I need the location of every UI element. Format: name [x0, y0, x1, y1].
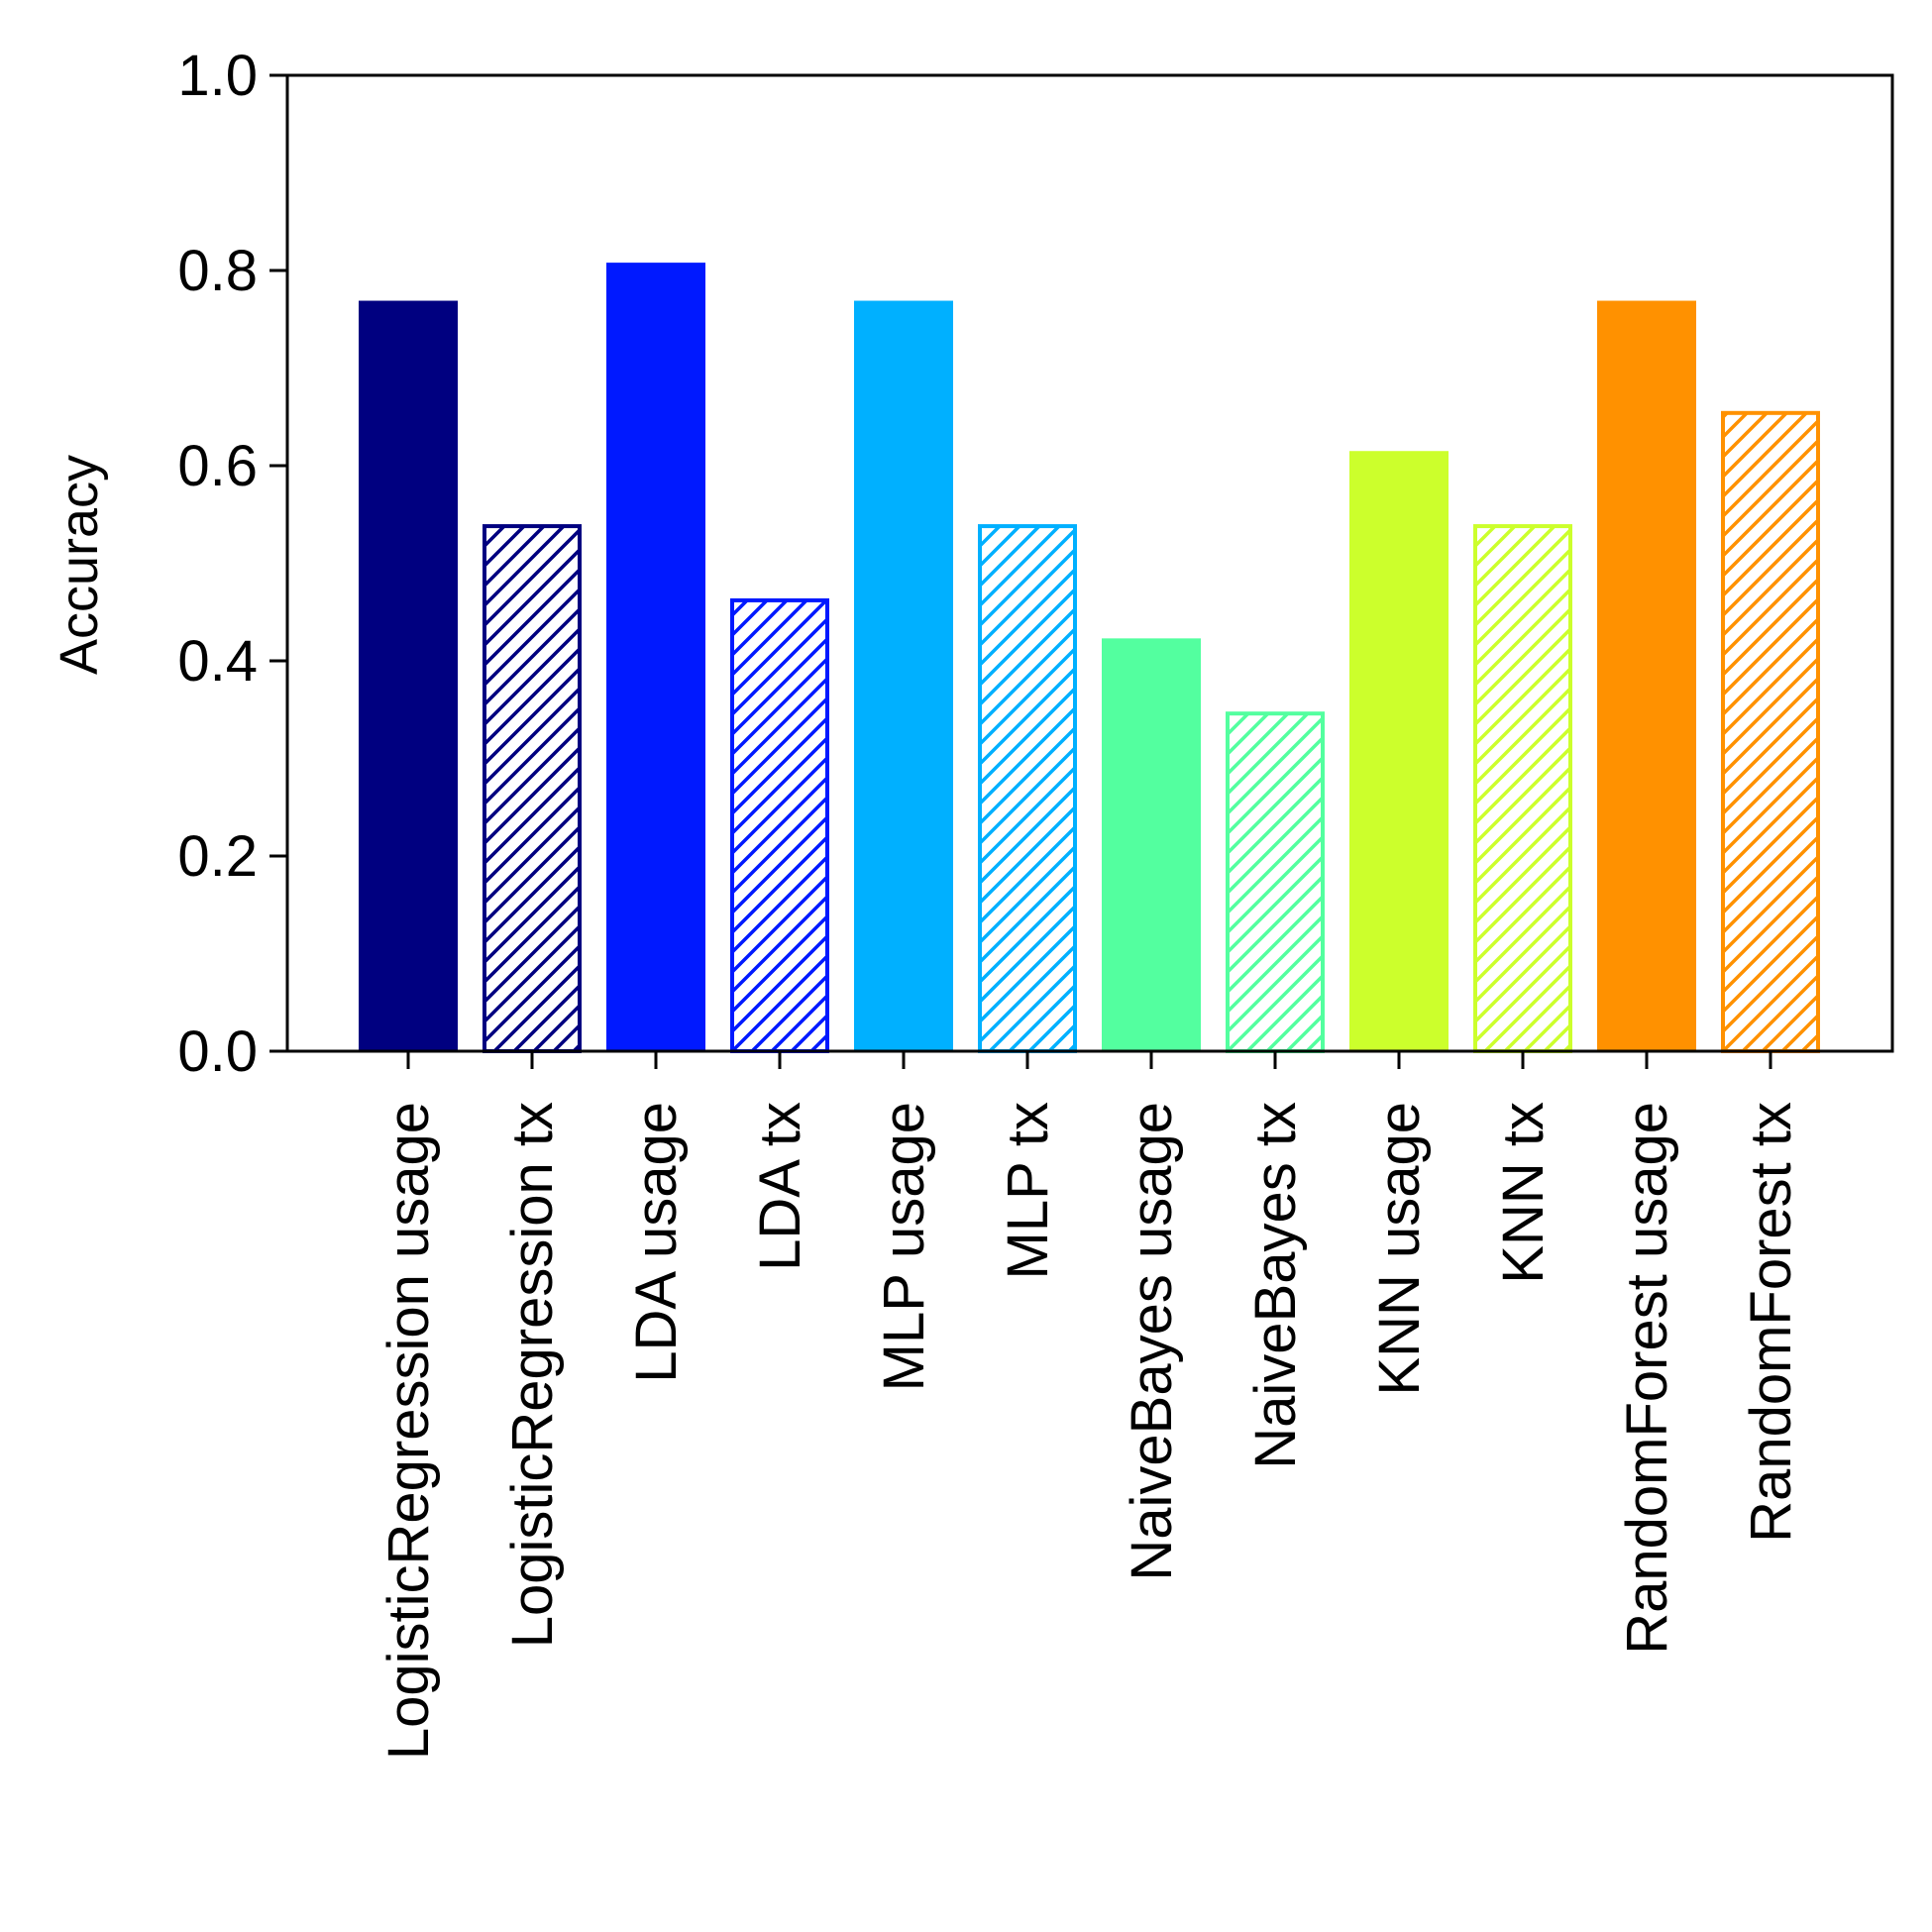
bar-randomforest-usage: [1597, 300, 1696, 1051]
bar-randomforest-tx: [1721, 410, 1820, 1053]
y-tick-label: 0.0: [177, 1020, 258, 1084]
bar-naivebayes-tx: [1226, 711, 1325, 1053]
bar-mlp-usage: [854, 300, 953, 1051]
bar-logisticregression-tx: [483, 524, 582, 1053]
bar-knn-usage: [1349, 451, 1449, 1052]
x-tick-label: LDA usage: [624, 1102, 689, 1383]
x-tick-label: MLP usage: [872, 1102, 936, 1391]
x-tick-label: MLP tx: [996, 1102, 1060, 1279]
y-tick-label: 0.8: [177, 239, 258, 303]
x-tick-label: LogisticRegression usage: [376, 1102, 441, 1760]
bar-logisticregression-usage: [359, 300, 458, 1051]
y-tick-label: 0.6: [177, 434, 258, 498]
x-tick-label: LDA tx: [748, 1102, 812, 1271]
x-tick-label: RandomForest usage: [1615, 1102, 1679, 1655]
bar-naivebayes-usage: [1102, 638, 1201, 1051]
bar-lda-tx: [730, 597, 829, 1053]
y-axis-title: Accuracy: [50, 455, 109, 675]
bar-knn-tx: [1473, 524, 1572, 1053]
x-tick-label: RandomForest tx: [1739, 1102, 1803, 1543]
y-tick-label: 0.2: [177, 824, 258, 889]
y-tick-label: 0.4: [177, 629, 258, 694]
x-tick-label: LogisticRegression tx: [500, 1102, 565, 1648]
bar-lda-usage: [606, 263, 705, 1051]
x-tick-label: KNN tx: [1491, 1102, 1556, 1284]
y-tick-label: 1.0: [177, 44, 258, 108]
x-tick-label: NaiveBayes usage: [1120, 1102, 1184, 1581]
plot-frame: [285, 73, 1894, 1053]
bars: [359, 263, 1820, 1053]
x-tick-label: KNN usage: [1367, 1102, 1432, 1396]
x-tick-label: NaiveBayes tx: [1243, 1102, 1308, 1469]
x-axis: LogisticRegression usage LogisticRegressi…: [376, 1051, 1803, 1760]
y-axis: 0.0 0.2 0.4 0.6 0.8 1.0: [177, 44, 287, 1084]
bar-mlp-tx: [978, 524, 1077, 1053]
